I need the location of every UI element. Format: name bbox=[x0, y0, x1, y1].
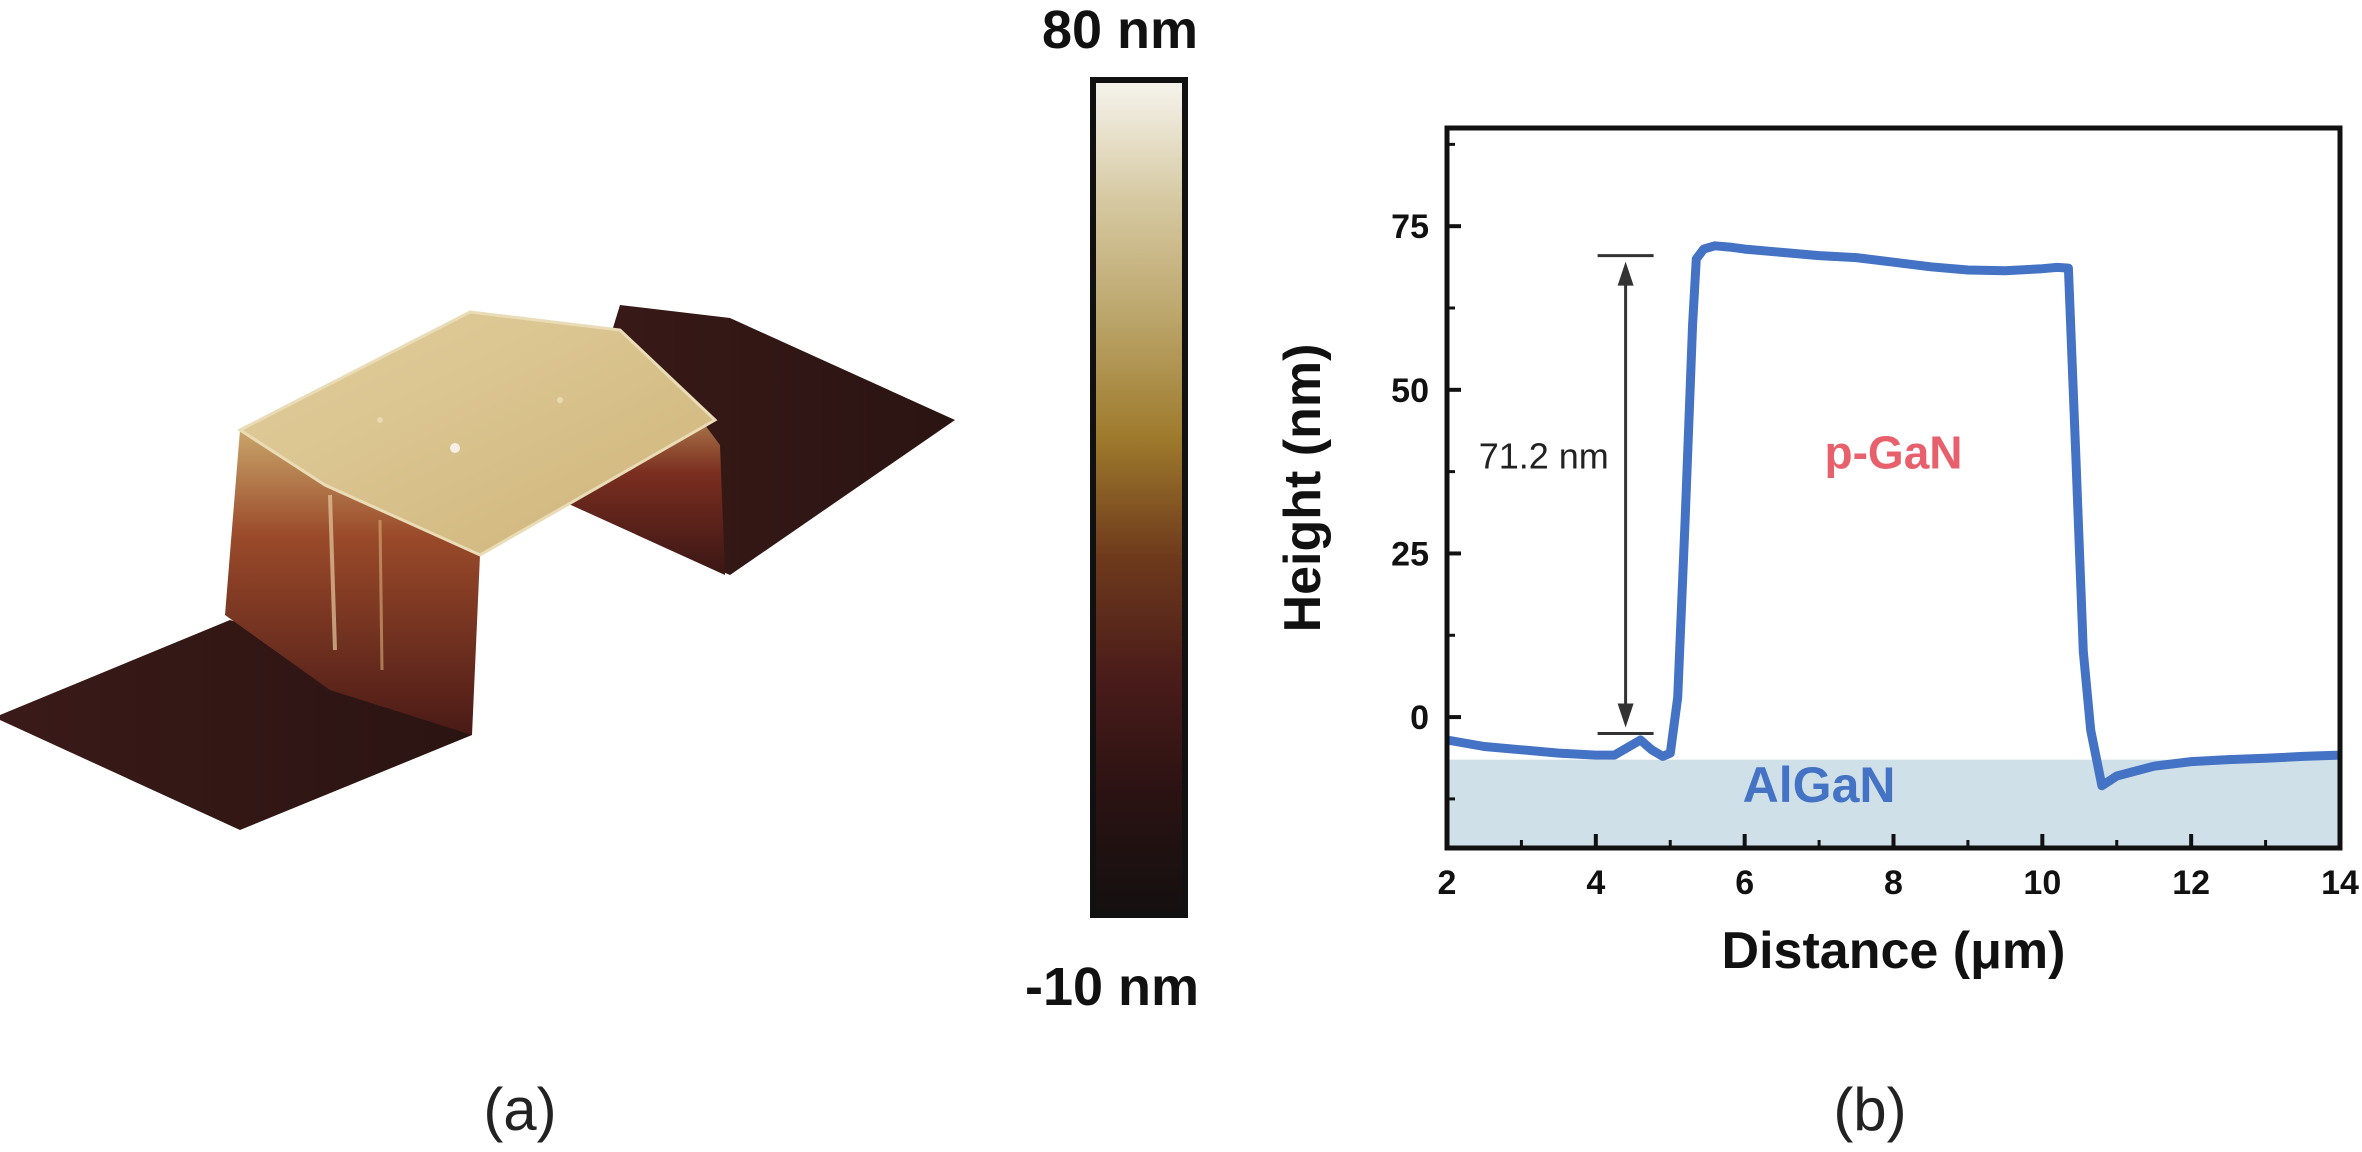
step-height-label: 71.2 nm bbox=[1479, 435, 1609, 476]
afm-3d-image bbox=[0, 305, 955, 830]
colorbar-min-label: -10 nm bbox=[1025, 957, 1199, 1017]
arrow-head-bottom bbox=[1617, 703, 1634, 728]
y-tick-label: 25 bbox=[1391, 535, 1429, 573]
panel-label-a: (a) bbox=[483, 1076, 556, 1143]
colorbar-gradient bbox=[1090, 77, 1188, 918]
afm-wall-streak bbox=[378, 519, 384, 671]
afm-wall-streak bbox=[328, 494, 337, 651]
plot-frame bbox=[1444, 125, 2343, 851]
y-tick-label: 0 bbox=[1410, 699, 1429, 737]
step-height-arrow bbox=[1597, 254, 1654, 735]
panel-label-b: (b) bbox=[1833, 1076, 1906, 1143]
algan-label: AlGaN bbox=[1743, 757, 1896, 813]
x-tick-label: 8 bbox=[1884, 864, 1903, 902]
y-axis-label: Height (nm) bbox=[1274, 344, 1332, 633]
afm-surface-feature bbox=[450, 443, 460, 453]
x-tick-label: 2 bbox=[1438, 864, 1457, 902]
x-tick-label: 14 bbox=[2321, 864, 2359, 902]
colorbar: 80 nm -10 nm bbox=[1025, 0, 1199, 1017]
height-profile-chart: 2 4 6 8 10 12 14 0 25 50 75 71.2 nm p-GaN AlGaN Di… bbox=[1274, 125, 2359, 980]
afm-surface-feature bbox=[377, 417, 383, 423]
algan-band bbox=[1447, 759, 2340, 848]
colorbar-max-label: 80 nm bbox=[1042, 0, 1198, 60]
afm-mesa-wall-left bbox=[225, 430, 480, 735]
x-axis-label: Distance (μm) bbox=[1722, 922, 2066, 980]
p-gan-label: p-GaN bbox=[1825, 426, 1963, 478]
x-tick-label: 6 bbox=[1735, 864, 1754, 902]
arrow-head-top bbox=[1617, 261, 1634, 286]
series-line bbox=[1446, 241, 2341, 791]
x-tick-label: 4 bbox=[1586, 864, 1605, 902]
afm-mesa-wall-right bbox=[560, 405, 725, 575]
y-tick-label: 75 bbox=[1391, 208, 1429, 246]
y-tick-label: 50 bbox=[1391, 372, 1429, 410]
x-tick-label: 10 bbox=[2023, 864, 2061, 902]
afm-mesa-top bbox=[237, 310, 718, 557]
x-tick-label: 12 bbox=[2172, 864, 2210, 902]
afm-surface-feature bbox=[557, 397, 563, 403]
